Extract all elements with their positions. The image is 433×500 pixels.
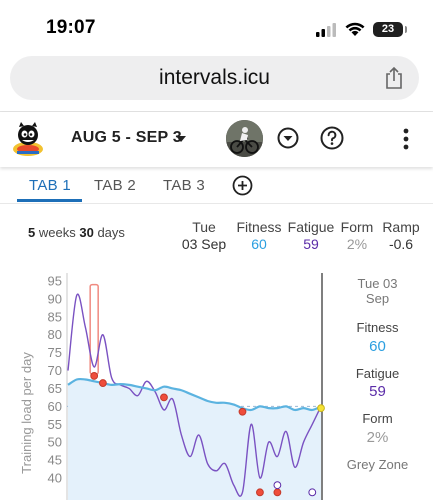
active-tab-indicator [17,199,82,202]
ramp-value: -0.6 [388,236,414,252]
tab-separator [0,203,433,204]
share-icon[interactable] [383,66,405,90]
address-bar[interactable]: intervals.icu [10,56,419,100]
weeks-label: weeks [38,225,76,240]
tab-1[interactable]: TAB 1 [29,177,72,194]
status-time: 19:07 [46,17,96,38]
wifi-icon [345,22,365,36]
form-label: Form [340,219,374,235]
url-text[interactable]: intervals.icu [159,66,270,89]
app-header [0,112,433,167]
event-markers[interactable] [90,372,325,497]
y-tick-label: 60 [48,399,62,414]
summary-date: 03 Sep [181,236,227,252]
fatigue-label: Fatigue [287,219,335,235]
y-tick-label: 75 [48,345,62,360]
side-form-label: Form [362,411,393,426]
dropdown-circle-icon[interactable] [277,127,299,149]
side-zone: Grey Zone [346,457,409,472]
y-tick-label: 90 [48,291,62,306]
y-tick-label: 55 [48,417,62,432]
side-fitness-label: Fitness [356,320,399,335]
fatigue-line [67,293,322,497]
summary-day-name: Tue [192,219,216,235]
y-tick-label: 85 [48,309,62,324]
y-tick-label: 65 [48,381,62,396]
period-summary: 5 weeks 30 days [28,225,125,240]
team-logo-icon[interactable] [9,121,47,159]
event-marker[interactable] [273,488,282,497]
add-circle-icon[interactable] [232,175,253,196]
avatar[interactable] [226,120,263,157]
training-load-chart[interactable]: Training load per day 95 90 85 80 75 70 65 60 55… [0,265,330,500]
side-fatigue-value: 59 [369,383,386,400]
more-vertical-icon[interactable] [402,128,410,150]
fitness-value: 60 [251,236,267,252]
y-tick-label: 70 [48,363,62,378]
event-marker[interactable] [308,488,317,497]
help-circle-icon[interactable] [320,126,344,150]
event-marker[interactable] [98,379,107,387]
event-marker[interactable] [273,481,282,490]
browser-separator [0,111,433,112]
fitness-label: Fitness [236,219,282,235]
weeks-count: 5 [28,225,36,240]
event-marker[interactable] [317,404,325,413]
event-marker[interactable] [160,393,168,402]
side-date-line2: Sep [365,291,390,306]
cellular-signal-icon [316,23,336,37]
tab-3[interactable]: TAB 3 [163,177,206,194]
ramp-label: Ramp [382,219,420,235]
fitness-line [67,377,322,412]
side-fatigue-label: Fatigue [355,366,400,381]
event-marker[interactable] [256,488,264,497]
days-count: 30 [79,225,94,240]
y-tick-label: 40 [48,471,62,486]
y-tick-label: 95 [48,274,62,289]
y-tick-label: 80 [48,327,62,342]
form-value: 2% [346,236,368,252]
side-form-value: 2% [366,429,389,446]
side-fitness-value: 60 [369,338,386,355]
battery-indicator: 23 [373,22,403,37]
event-marker[interactable] [238,407,247,416]
fatigue-value: 59 [303,236,319,252]
side-date-line1: Tue 03 [357,276,398,291]
event-marker[interactable] [90,372,99,380]
chart-y-label: Training load per day [19,352,34,474]
y-tick-label: 50 [48,435,62,450]
y-tick-label: 45 [48,453,62,468]
battery-tip [405,26,407,33]
date-range-selector[interactable]: AUG 5 - SEP 3 [71,129,182,146]
tab-2[interactable]: TAB 2 [94,177,137,194]
y-axis-ticks: 95 90 85 80 75 70 65 60 55 50 45 40 [48,274,62,486]
caret-down-icon[interactable] [176,136,186,142]
days-label: days [97,225,125,240]
